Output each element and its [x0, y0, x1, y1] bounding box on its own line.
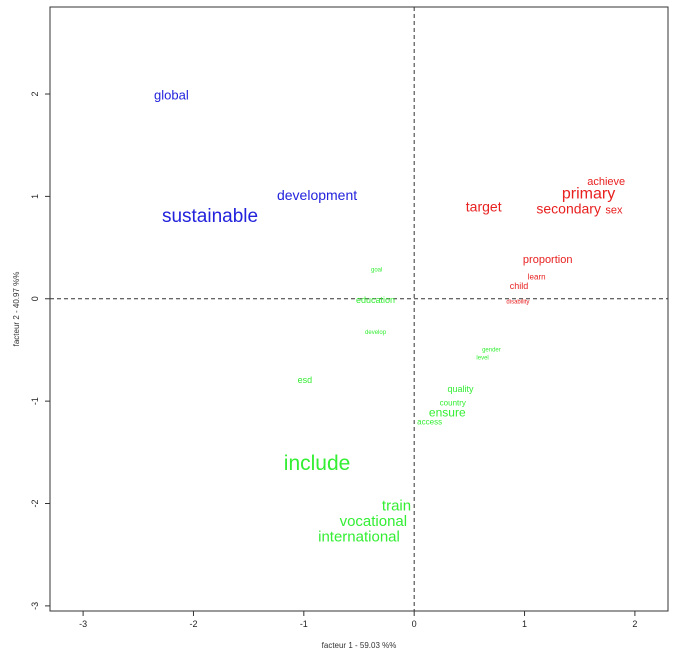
word-label-vocational: vocational [340, 513, 408, 530]
word-label-secondary: secondary [536, 200, 601, 216]
y-tick-label: -3 [30, 602, 40, 610]
word-label-disability: disability [506, 299, 529, 305]
word-label-international: international [318, 528, 400, 545]
x-tick-label: 1 [522, 619, 527, 629]
word-label-education: education [356, 295, 395, 305]
word-label-quality: quality [448, 384, 475, 394]
word-label-gender: gender [482, 348, 501, 354]
word-label-train: train [382, 498, 411, 515]
x-axis-title: facteur 1 - 59.03 %% [322, 641, 397, 650]
word-label-goal: goal [371, 268, 382, 274]
y-axis: -3 -2 -1 0 1 2 [30, 92, 50, 610]
reference-lines [50, 7, 668, 611]
x-tick-label: -2 [189, 619, 197, 629]
word-label-sex: sex [605, 205, 623, 217]
word-label-develop: develop [365, 330, 387, 336]
word-label-child: child [510, 281, 529, 291]
word-label-development: development [277, 187, 357, 203]
x-tick-label: -1 [300, 619, 308, 629]
word-label-achieve: achieve [587, 176, 625, 188]
word-label-primary: primary [562, 186, 615, 203]
x-tick-label: -3 [79, 619, 87, 629]
y-tick-label: 0 [30, 296, 40, 301]
word-label-include: include [284, 452, 351, 475]
word-label-proportion: proportion [523, 254, 573, 266]
word-label-level: level [476, 356, 488, 362]
word-label-target: target [466, 198, 502, 214]
word-label-country: country [440, 398, 466, 407]
word-label-ensure: ensure [429, 406, 466, 420]
y-tick-label: -1 [30, 397, 40, 405]
y-tick-label: 2 [30, 92, 40, 97]
x-axis: -3 -2 -1 0 1 2 [79, 611, 637, 629]
word-labels: global development sustainable achieveprima… [154, 88, 625, 546]
plot-frame [49, 6, 669, 612]
word-label-esd: esd [298, 375, 313, 385]
x-tick-label: 2 [632, 619, 637, 629]
y-tick-label: -2 [30, 500, 40, 508]
word-label-sustainable: sustainable [162, 206, 258, 227]
x-tick-label: 0 [412, 619, 417, 629]
y-tick-label: 1 [30, 194, 40, 199]
word-label-global: global [154, 88, 189, 103]
word-label-learn: learn [528, 272, 546, 281]
y-axis-title: facteur 2 - 40.97 %% [12, 272, 21, 347]
word-label-access: access [417, 418, 442, 427]
